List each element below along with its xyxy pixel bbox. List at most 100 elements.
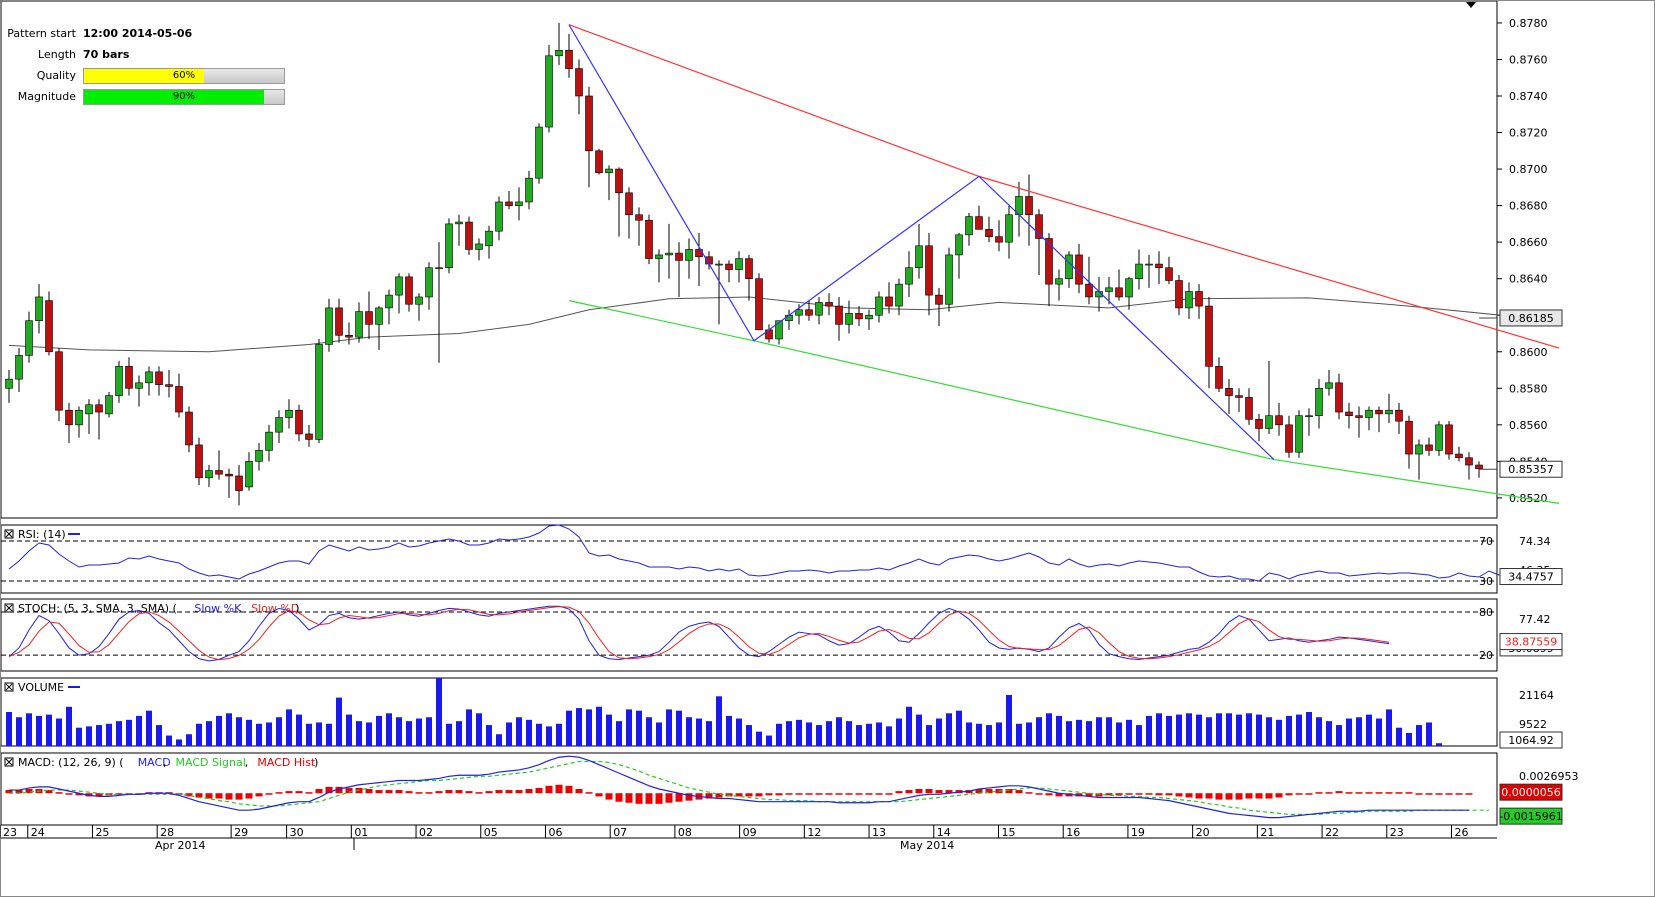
candle-body (855, 313, 863, 320)
candle-body (1385, 409, 1393, 415)
candle-body (875, 296, 883, 316)
candle-body (435, 267, 443, 270)
volume-bar (646, 717, 652, 746)
macd-hist-bar (485, 791, 493, 794)
volume-bar (1386, 709, 1392, 746)
candle-body (1405, 420, 1413, 455)
day-label: 28 (160, 826, 174, 839)
macd-hist-bar (385, 790, 393, 794)
macd-hist-bar (1155, 793, 1163, 796)
macd-hist-bar (665, 793, 673, 803)
volume-bar (996, 722, 1002, 746)
candle-body (635, 214, 643, 221)
macd-hist-bar (815, 793, 823, 795)
candle-body (805, 309, 813, 316)
candle-body (1365, 409, 1373, 418)
candle-body (315, 344, 323, 440)
volume-bar (656, 722, 662, 746)
candle-body (85, 404, 93, 415)
candle-body (665, 252, 673, 256)
volume-bar (356, 721, 362, 746)
macd-hist-bar (5, 790, 13, 794)
volume-bar (986, 725, 992, 746)
macd-hist-bar (1045, 793, 1053, 796)
rsi-line (8, 524, 1530, 582)
macd-hist-bar (1385, 792, 1393, 794)
macd-hist-bar (265, 793, 273, 795)
candle-body (1125, 278, 1133, 298)
price-tick-label: 0.8600 (1509, 346, 1548, 359)
macd-hist-bar (615, 793, 623, 802)
macd-hist-bar (1215, 793, 1223, 800)
macd-hist-bar (445, 790, 453, 794)
volume-bar (736, 718, 742, 746)
macd-hist-current-label-box (1499, 783, 1563, 801)
stoch-level-label: 20 (1479, 649, 1493, 662)
volume-bar (786, 721, 792, 746)
macd-hist-bar (215, 793, 223, 799)
candle-body (1285, 424, 1293, 453)
day-label: 13 (872, 826, 886, 839)
volume-bar (116, 721, 122, 746)
macd-title-end: ) (314, 756, 318, 769)
candle-body (1415, 444, 1423, 455)
day-label: 24 (31, 826, 45, 839)
candle-body (1085, 283, 1093, 298)
price-tick-label: 0.8660 (1509, 236, 1548, 249)
volume-bar (606, 714, 612, 746)
candle-body (675, 252, 683, 261)
candle-body (655, 254, 663, 259)
day-label: 08 (678, 826, 692, 839)
candle-body (105, 395, 113, 415)
day-label: 06 (548, 826, 562, 839)
macd-hist-bar (855, 793, 863, 795)
volume-bar (416, 718, 422, 746)
volume-bar (766, 735, 772, 746)
candle-body (945, 254, 953, 305)
macd-hist-bar (605, 793, 613, 800)
macd-close-icon-x (5, 758, 13, 766)
candle-body (1055, 278, 1063, 285)
macd-hist-bar (975, 789, 983, 794)
volume-bar (746, 725, 752, 746)
macd-hist-bar (915, 789, 923, 794)
volume-bar (386, 713, 392, 746)
macd-hist-bar (205, 793, 213, 799)
candle-body (845, 313, 853, 325)
candle-body (715, 263, 723, 266)
candle-body (425, 267, 433, 298)
macd-hist-bar (525, 789, 533, 794)
macd-title-sep: , (163, 756, 167, 769)
ma-value-label-box (1499, 309, 1563, 327)
macd-hist-bar (465, 791, 473, 794)
volume-bar (566, 710, 572, 746)
candle-body (35, 296, 43, 321)
candle-body (1445, 424, 1453, 455)
volume-bar (1236, 714, 1242, 746)
macd-hist-bar (1115, 793, 1123, 796)
macd-hist-legend: MACD Hist (257, 756, 316, 769)
volume-bar (486, 725, 492, 746)
macd-hist-bar (795, 793, 803, 795)
candle-body (975, 216, 983, 230)
volume-bar (376, 715, 382, 746)
day-label: 19 (1131, 826, 1145, 839)
macd-hist-bar (685, 793, 693, 801)
volume-bar (1346, 718, 1352, 746)
macd-hist-bar (505, 790, 513, 794)
price-tick-label: 0.8680 (1509, 200, 1548, 213)
macd-title: MACD: (12, 26, 9) ( (18, 756, 124, 769)
candle-body (65, 409, 73, 426)
candle-body (1115, 287, 1123, 298)
volume-bar (896, 718, 902, 746)
volume-bar (976, 723, 982, 746)
candle-body (1205, 305, 1213, 367)
month-label: May 2014 (900, 839, 954, 852)
candle-body (405, 276, 413, 305)
macd-hist-bar (45, 790, 53, 794)
candle-body (165, 384, 173, 387)
volume-bar (726, 715, 732, 746)
candle-body (795, 309, 803, 316)
quality-label: Quality (36, 69, 76, 82)
